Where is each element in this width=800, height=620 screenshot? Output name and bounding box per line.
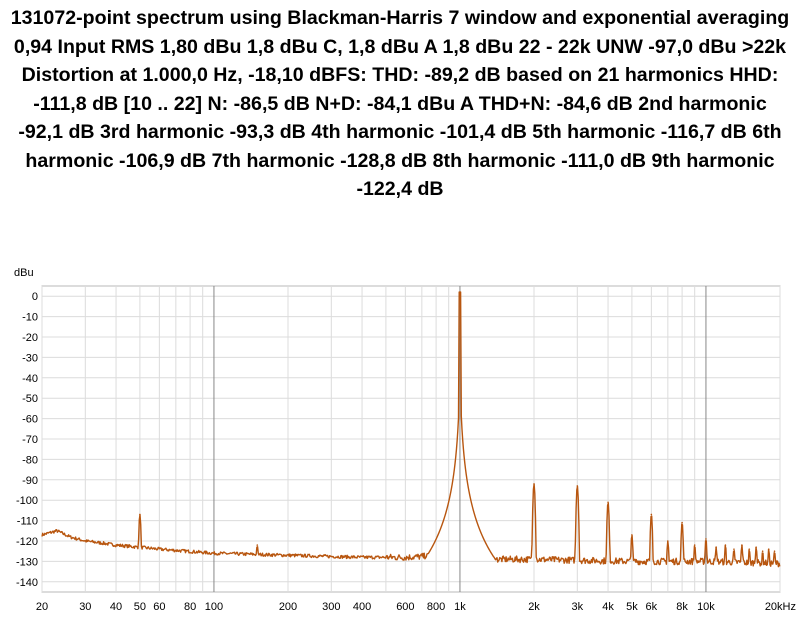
- spectrum-peak-point: [767, 548, 770, 550]
- spectrum-peak-point: [705, 538, 707, 540]
- spectrum-peak-point: [256, 544, 259, 546]
- y-axis-ticks: 0 -10 -20 -30 -40 -50 -60 -70 -80 -90 -100 -110 -120…: [16, 291, 38, 589]
- spectrum-peak-point: [533, 483, 535, 485]
- spectrum-peak-point: [693, 544, 696, 546]
- y-tick-label: -70: [22, 434, 38, 446]
- spectrum-peak-point: [715, 546, 717, 548]
- spectrum-peak-point: [667, 540, 669, 542]
- x-tick-label: 3k: [572, 601, 584, 613]
- spectrum-peak-point: [681, 521, 683, 524]
- x-tick-label: 10k: [697, 601, 715, 613]
- spectrum-peak-point: [733, 548, 735, 550]
- spectrum-peak-point: [576, 485, 579, 487]
- x-tick-label: 60: [153, 601, 165, 613]
- y-tick-label: -80: [22, 454, 38, 466]
- spectrum-peak-point: [748, 548, 751, 550]
- x-tick-label: 200: [279, 601, 297, 613]
- x-tick-label: 8k: [676, 601, 688, 613]
- x-tick-label: 100: [205, 601, 223, 613]
- spectrum-peak-point: [761, 550, 764, 552]
- y-tick-label: -50: [22, 393, 38, 405]
- y-tick-label: -120: [16, 536, 38, 548]
- x-tick-label: 50: [134, 601, 146, 613]
- spectrum-peak-point: [773, 550, 776, 552]
- x-axis-ticks: 20 30 40 50 60 80 100 200 300 400 600 800 1k 2k 3k 4k 5k…: [36, 601, 796, 613]
- chart-title: 131072-point spectrum using Blackman-Har…: [10, 7, 790, 200]
- spectrum-chart: dBu 0 -10 -20 -30 -40 -50 -60 -70 -80 -90 -100 -110…: [14, 267, 796, 613]
- spectrum-line: [41, 291, 781, 568]
- x-tick-label: 80: [184, 601, 196, 613]
- x-tick-label: 2k: [528, 601, 540, 613]
- y-tick-label: -20: [22, 332, 38, 344]
- x-tick-label: 20: [36, 601, 48, 613]
- x-tick-label: 800: [427, 601, 445, 613]
- y-tick-label: -110: [17, 516, 38, 528]
- x-tick-label: 5k: [626, 601, 638, 613]
- spectrum-peak-point: [631, 534, 633, 536]
- y-tick-label: -100: [16, 495, 38, 507]
- x-tick-label: 4k: [602, 601, 614, 613]
- spectrum-peak-point: [607, 501, 609, 504]
- spectrum-peak-point: [741, 544, 743, 546]
- spectrum-peak-point: [459, 291, 461, 293]
- x-tick-label: 1k: [454, 601, 466, 613]
- y-tick-label: -60: [22, 414, 38, 426]
- x-tick-label: 40: [110, 601, 122, 613]
- x-tick-label: 30: [79, 601, 91, 613]
- grid: [41, 286, 781, 592]
- x-tick-label: 300: [322, 601, 340, 613]
- y-tick-label: -90: [22, 475, 38, 487]
- x-tick-label: 600: [396, 601, 414, 613]
- y-tick-label: -30: [22, 352, 38, 364]
- spectrum-peak-point: [724, 544, 727, 546]
- y-axis-label: dBu: [14, 267, 34, 279]
- y-tick-label: -140: [16, 577, 38, 589]
- y-tick-label: -130: [16, 556, 38, 568]
- y-tick-label: -40: [22, 373, 38, 385]
- series-group: [41, 291, 781, 568]
- y-tick-label: 0: [32, 291, 38, 303]
- x-tick-label: 6k: [646, 601, 658, 613]
- x-tick-label: 20kHz: [765, 601, 796, 613]
- y-tick-label: -10: [22, 312, 38, 324]
- spectrum-peak-point: [650, 513, 653, 516]
- spectrum-peak-point: [755, 546, 757, 548]
- x-tick-label: 400: [353, 601, 371, 613]
- spectrum-peak-point: [139, 513, 141, 516]
